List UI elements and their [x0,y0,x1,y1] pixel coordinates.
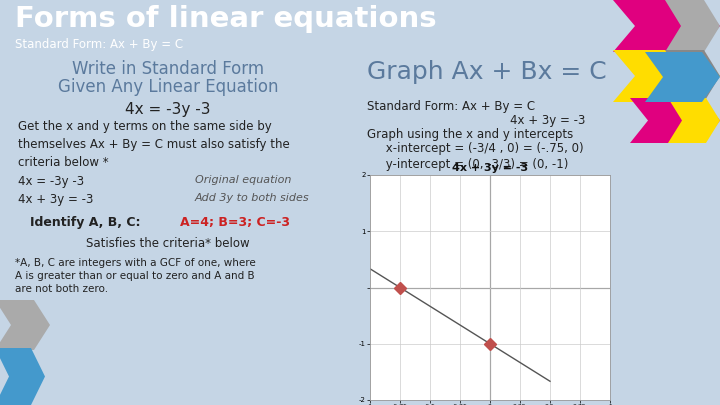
Text: 4x = -3y -3: 4x = -3y -3 [125,102,211,117]
Text: Identify A, B, C:: Identify A, B, C: [30,216,140,229]
Polygon shape [668,98,720,143]
Text: Given Any Linear Equation: Given Any Linear Equation [58,78,278,96]
Text: Standard Form: Ax + By = C: Standard Form: Ax + By = C [15,38,183,51]
Text: Satisfies the criteria* below: Satisfies the criteria* below [86,237,250,250]
Text: Graph Ax + Bx = C: Graph Ax + Bx = C [367,60,607,84]
Title: 4x + 3y = -3: 4x + 3y = -3 [452,163,528,173]
Polygon shape [613,0,720,52]
Text: Graph using the x and y intercepts: Graph using the x and y intercepts [367,128,573,141]
Polygon shape [665,50,720,102]
Text: Get the x and y terms on the same side by
themselves Ax + By = C must also satis: Get the x and y terms on the same side b… [18,120,289,169]
Text: Original equation: Original equation [195,175,292,185]
Text: x-intercept = (-3/4 , 0) = (-.75, 0): x-intercept = (-3/4 , 0) = (-.75, 0) [367,142,584,155]
Text: *A, B, C are integers with a GCF of one, where
A is greater than or equal to zer: *A, B, C are integers with a GCF of one,… [15,258,256,294]
Text: Standard Form: Ax + By = C: Standard Form: Ax + By = C [367,100,535,113]
Text: 4x + 3y = -3: 4x + 3y = -3 [510,114,585,127]
Text: 4x + 3y = -3: 4x + 3y = -3 [18,193,94,206]
Text: Add 3y to both sides: Add 3y to both sides [195,193,310,203]
Text: 4x = -3y -3: 4x = -3y -3 [18,175,84,188]
Text: Write in Standard Form: Write in Standard Form [72,60,264,78]
Polygon shape [630,98,720,143]
Polygon shape [665,0,720,52]
Polygon shape [0,300,50,350]
Text: y-intercept = (0, -3/3) = (0, -1): y-intercept = (0, -3/3) = (0, -1) [367,158,568,171]
Text: A=4; B=3; C=-3: A=4; B=3; C=-3 [180,216,290,229]
Polygon shape [645,52,720,102]
Text: Forms of linear equations: Forms of linear equations [15,5,436,33]
Polygon shape [0,348,45,405]
Polygon shape [613,50,720,102]
